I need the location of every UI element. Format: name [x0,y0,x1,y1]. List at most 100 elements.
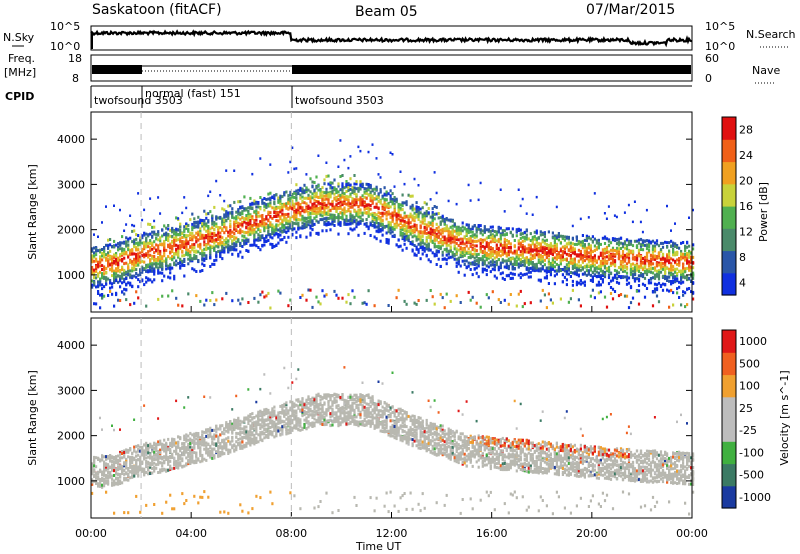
power-cell [651,271,655,275]
power-cell [165,248,168,252]
power-cell [355,198,358,202]
power-cell [355,187,358,191]
power-cell [545,276,548,280]
power-cell [545,251,548,255]
power-cell [611,287,615,291]
power-cell [349,187,352,191]
power-cell [503,246,506,250]
power-cell [99,293,102,297]
power-cell [221,248,224,252]
power-cell [225,245,228,249]
power-cell [269,233,272,237]
power-cell [451,224,454,228]
power-cell [557,253,560,257]
power-cell [103,268,106,272]
power-cell [365,302,368,306]
power-cell [659,270,663,274]
power-cell [263,221,266,225]
power-cell [317,206,320,210]
power-cell [141,248,144,252]
power-cell [497,251,500,255]
power-cell [511,257,514,261]
power-cell [145,253,148,257]
power-cell [591,256,594,260]
power-cell [297,192,300,195]
power-cell [547,292,550,296]
power-cell [239,243,242,247]
power-cell [413,207,416,211]
power-cell [431,232,434,236]
power-cell [93,254,96,258]
power-cell [187,234,190,238]
power-cell [299,188,302,192]
power-cell [461,240,464,244]
power-cell [269,191,272,195]
cpid-seg-2: normal (fast) 151 [145,87,241,100]
power-cell [221,217,224,221]
power-cell [273,214,276,218]
power-cell [501,250,504,254]
power-cell [635,264,639,268]
power-cell [301,224,304,228]
power-cell [161,228,164,232]
power-cell [401,228,404,232]
power-cell [171,250,174,253]
power-cell [395,200,398,204]
power-cell [439,222,442,226]
power-cell [445,217,448,220]
power-cell [263,243,266,247]
power-cell [349,194,352,198]
power-cell [229,211,232,215]
power-cell [401,201,404,205]
power-cell [187,253,190,257]
power-cell [651,262,655,266]
power-cell [535,248,538,252]
power-cell [387,238,390,242]
power-cell [203,240,206,244]
power-cell [513,257,516,261]
power-cell [487,228,490,232]
power-cell [293,196,296,199]
power-cell [371,143,374,146]
power-cell [469,199,472,202]
power-cell [381,214,384,218]
power-cell [191,235,194,239]
power-cell [517,265,520,269]
power-cell [91,270,94,274]
power-cell [655,264,659,268]
power-cell [487,242,490,246]
power-cell [253,230,256,234]
power-cell [261,214,264,217]
power-cell [255,225,258,229]
power-cell [589,278,592,282]
power-cell [185,237,188,241]
power-cell [401,204,404,208]
power-cell [403,299,406,303]
power-cell [133,245,136,249]
power-cell [643,276,647,280]
power-cell [327,209,330,213]
power-cell [229,235,232,239]
power-cell [281,212,284,216]
power-cell [167,227,170,231]
power-cell [325,161,328,164]
power-cell [521,249,524,252]
power-cell [431,241,434,244]
power-cell [143,233,146,237]
power-cell [151,256,154,260]
power-cell [399,208,402,212]
power-cell [555,253,558,257]
power-cell [149,278,152,282]
power-cell [289,224,292,228]
power-cell [519,260,522,264]
power-cell [347,166,350,170]
power-cell [313,202,316,206]
power-cell [191,267,194,271]
power-cell [235,248,238,252]
power-cell [411,205,414,209]
power-cell [163,254,166,258]
power-cell [425,210,428,213]
power-cell [601,256,604,260]
power-cell [631,220,634,224]
power-cell [307,206,310,210]
